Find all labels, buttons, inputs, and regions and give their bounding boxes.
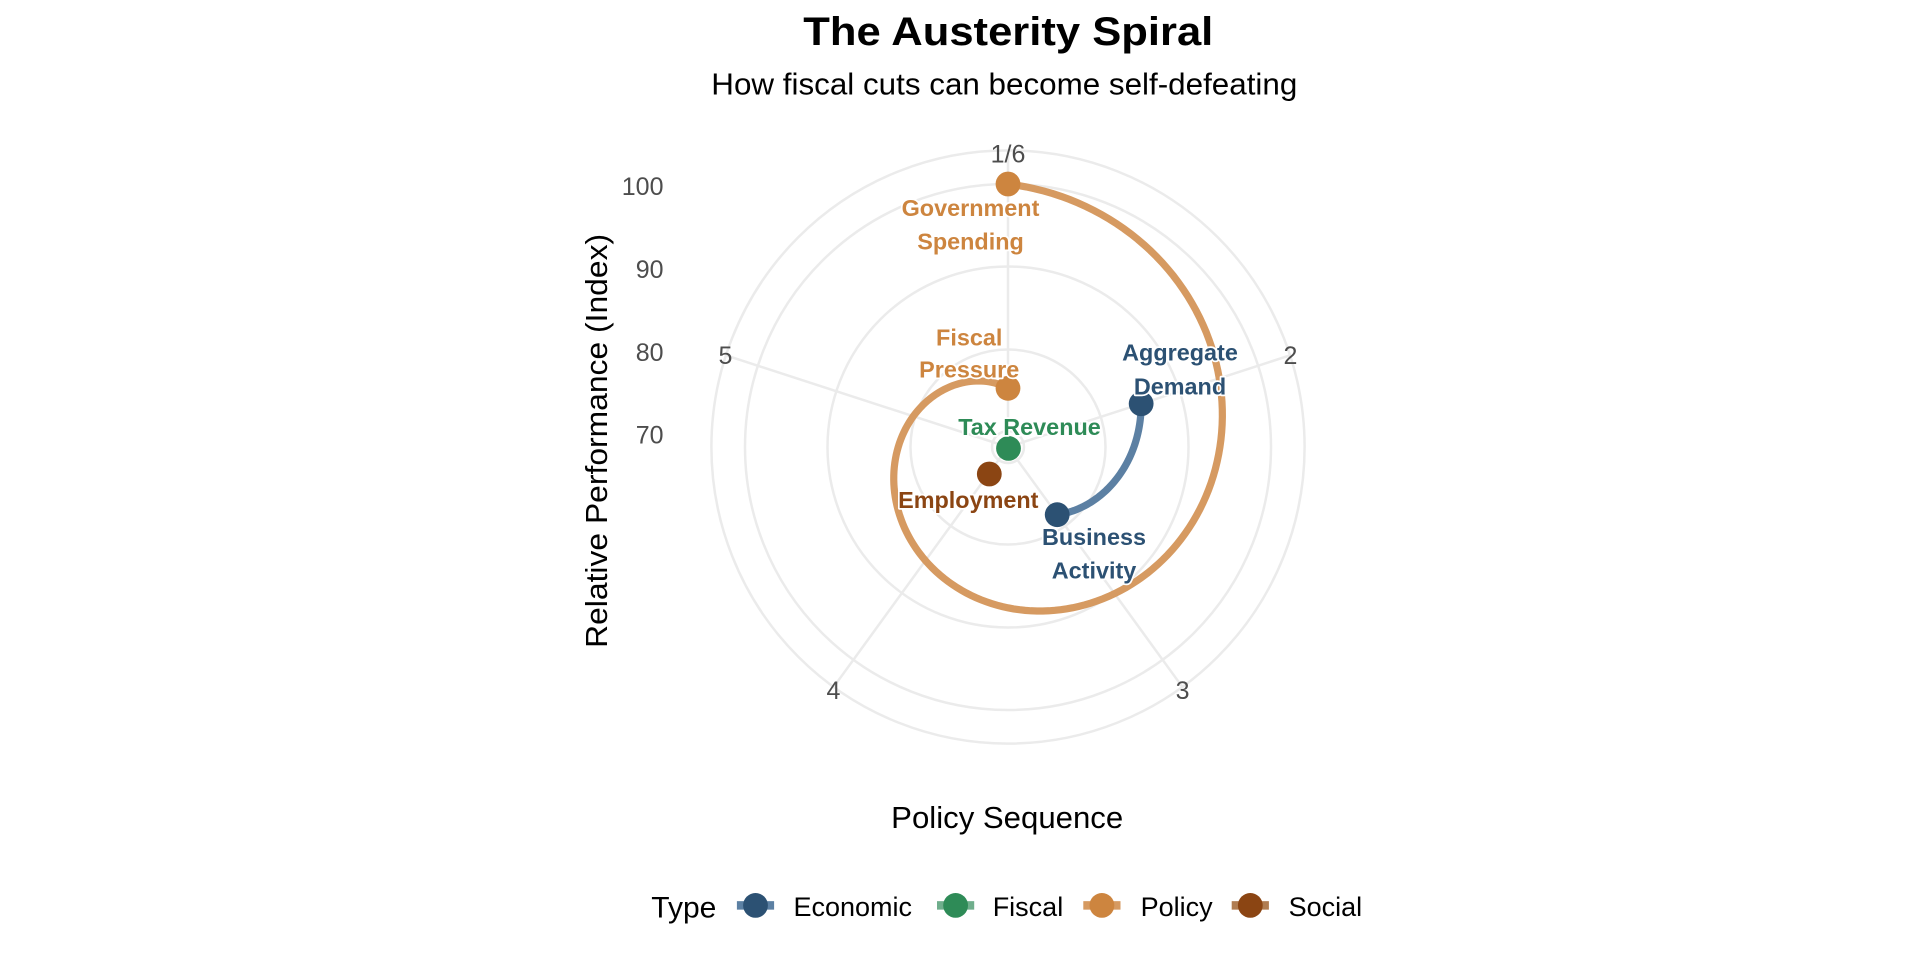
svg-text:Aggregate: Aggregate [1122, 339, 1238, 365]
svg-text:How fiscal cuts can become sel: How fiscal cuts can become self-defeatin… [711, 67, 1297, 102]
svg-text:Business: Business [1042, 524, 1146, 550]
svg-text:Type: Type [651, 892, 716, 925]
svg-text:Government: Government [902, 195, 1040, 221]
svg-text:Social: Social [1289, 892, 1363, 922]
svg-text:Demand: Demand [1134, 374, 1226, 400]
svg-text:Policy: Policy [1141, 892, 1214, 922]
svg-text:Activity: Activity [1052, 557, 1137, 583]
svg-text:Economic: Economic [794, 892, 913, 922]
svg-text:1/6: 1/6 [991, 141, 1026, 169]
svg-text:100: 100 [622, 173, 664, 201]
svg-text:4: 4 [826, 677, 840, 705]
svg-text:Pressure: Pressure [919, 356, 1019, 382]
svg-text:80: 80 [636, 339, 664, 367]
svg-text:The Austerity Spiral: The Austerity Spiral [803, 9, 1213, 54]
svg-text:Policy Sequence: Policy Sequence [891, 800, 1123, 835]
svg-text:70: 70 [636, 422, 664, 450]
svg-text:90: 90 [636, 256, 664, 284]
svg-text:Tax Revenue: Tax Revenue [958, 414, 1101, 440]
svg-text:2: 2 [1284, 342, 1298, 370]
svg-text:Spending: Spending [917, 228, 1024, 254]
svg-text:5: 5 [719, 342, 733, 370]
svg-text:Employment: Employment [898, 487, 1039, 513]
svg-text:Fiscal: Fiscal [993, 892, 1064, 922]
svg-text:3: 3 [1176, 677, 1190, 705]
svg-text:Relative Performance (Index): Relative Performance (Index) [579, 234, 614, 648]
svg-text:Fiscal: Fiscal [936, 325, 1002, 351]
